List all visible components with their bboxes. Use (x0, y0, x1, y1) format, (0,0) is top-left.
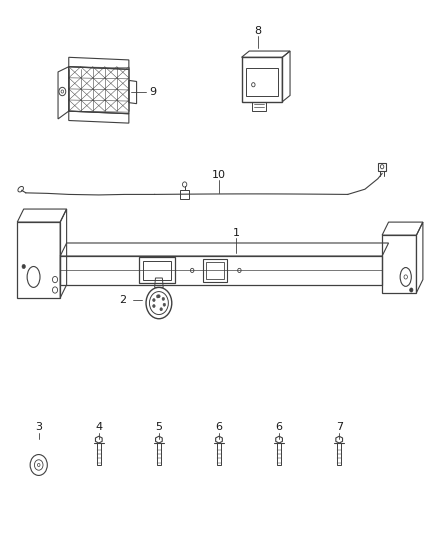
Text: 8: 8 (254, 26, 261, 36)
Circle shape (22, 264, 25, 269)
Circle shape (162, 297, 165, 301)
Text: 6: 6 (215, 422, 223, 432)
Text: 5: 5 (155, 422, 162, 432)
Circle shape (158, 295, 160, 298)
Text: 7: 7 (336, 422, 343, 432)
Text: 9: 9 (149, 86, 156, 96)
Text: 10: 10 (212, 169, 226, 180)
Text: 4: 4 (95, 422, 102, 432)
Circle shape (156, 295, 159, 298)
Text: 6: 6 (276, 422, 283, 432)
Circle shape (152, 298, 155, 302)
Circle shape (410, 288, 413, 292)
Text: 1: 1 (233, 228, 240, 238)
Circle shape (152, 304, 155, 308)
Circle shape (160, 308, 162, 311)
Text: 2: 2 (120, 295, 127, 305)
Circle shape (163, 303, 166, 306)
Text: 3: 3 (35, 422, 42, 432)
